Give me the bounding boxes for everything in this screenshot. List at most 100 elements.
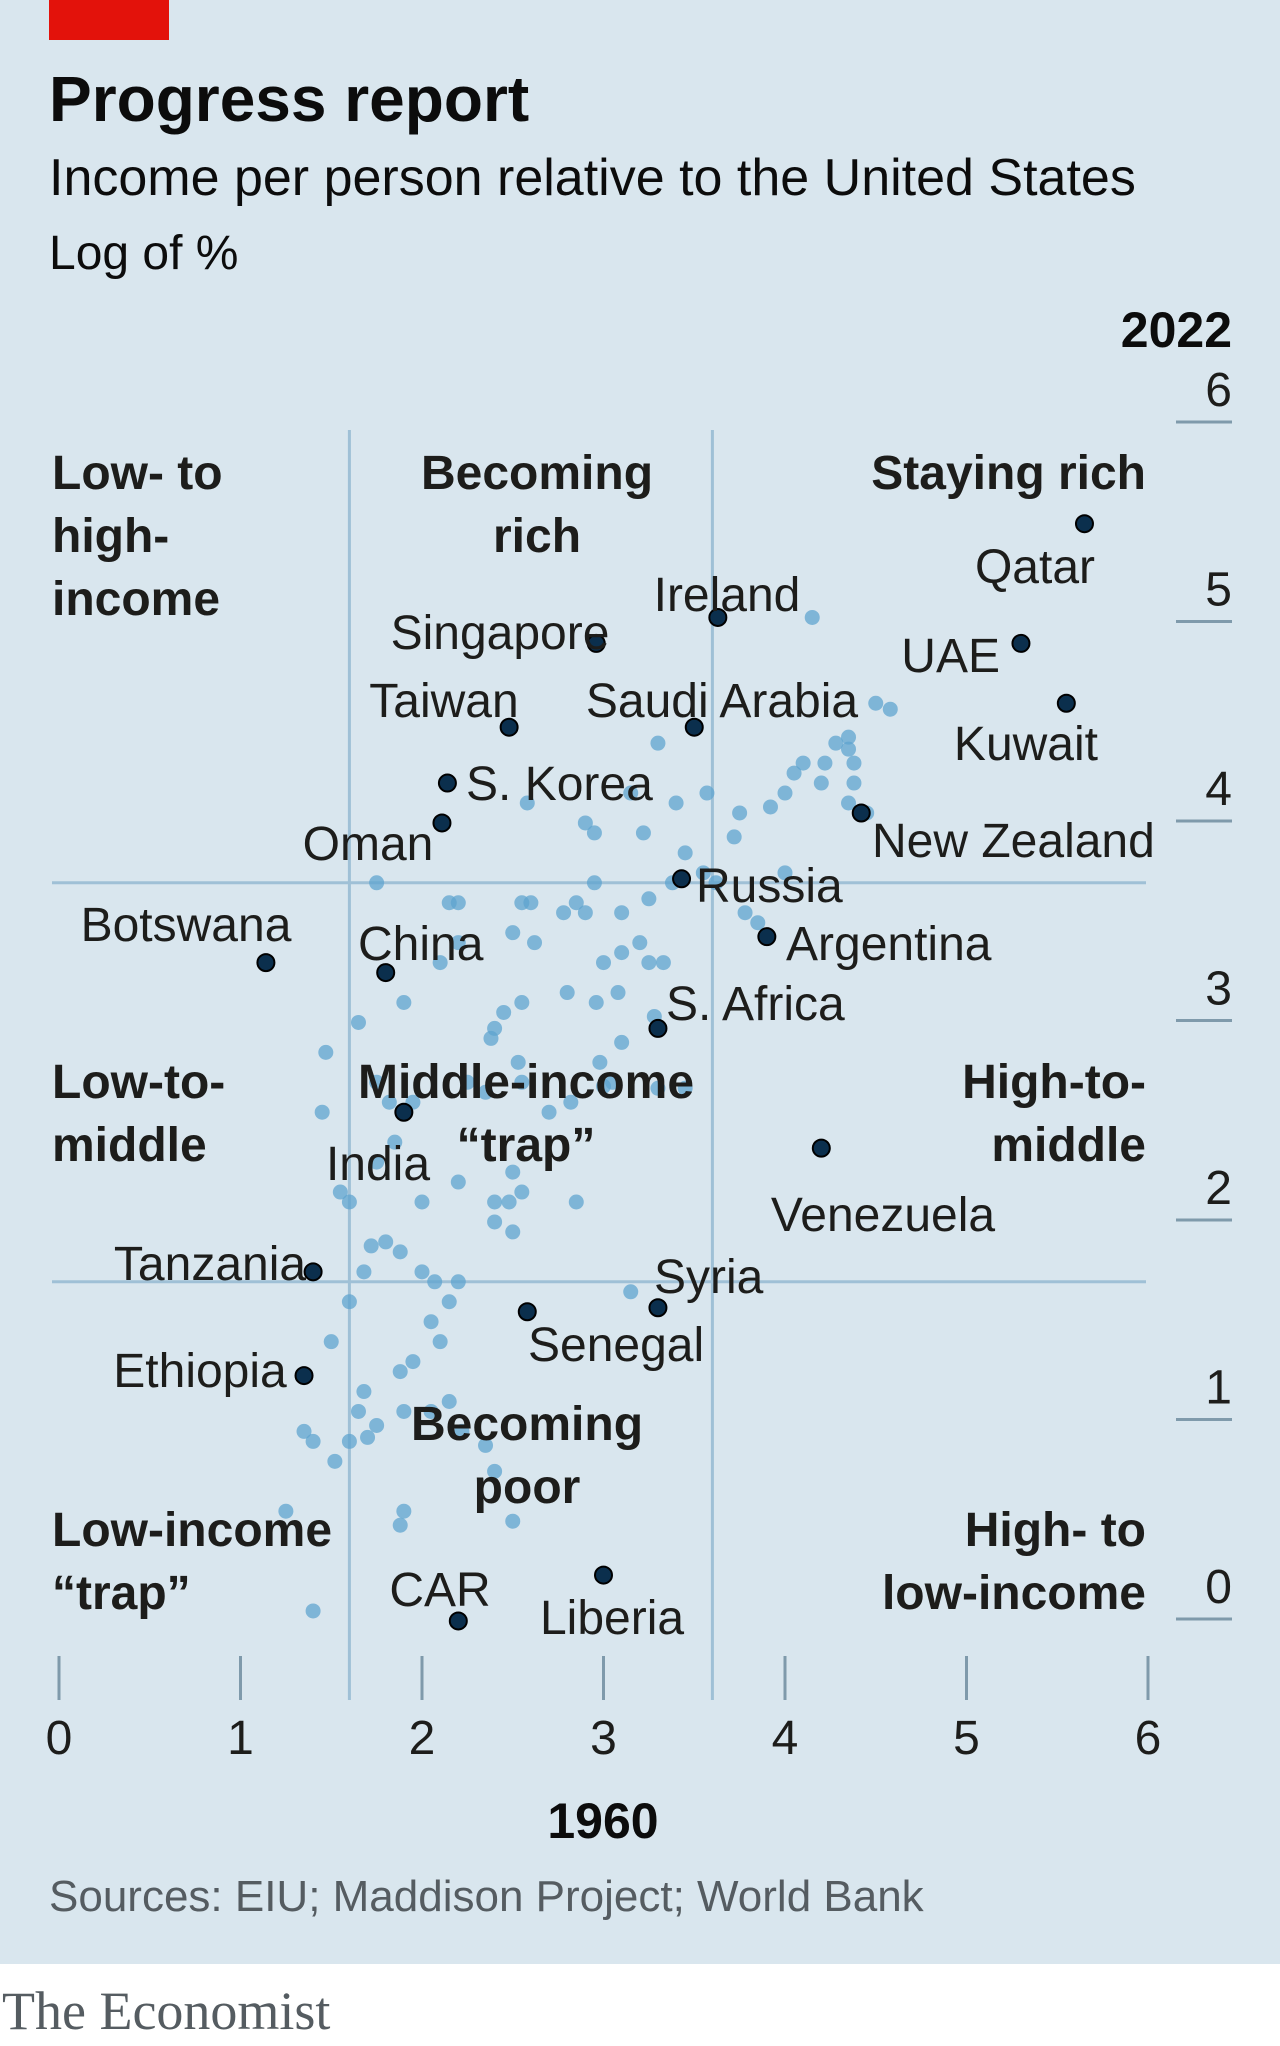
country-point-syria [648, 1298, 668, 1318]
country-point [487, 1463, 503, 1479]
country-point [677, 845, 693, 861]
country-point-liberia [594, 1565, 613, 1585]
quadrant-label: High- to [965, 1504, 1146, 1557]
country-label: New Zealand [872, 815, 1155, 868]
country-point [487, 1214, 503, 1230]
country-point [668, 795, 684, 811]
source-note: Sources: EIU; Maddison Project; World Ba… [49, 1872, 924, 1921]
country-point [450, 1174, 466, 1190]
country-point [762, 799, 778, 815]
country-point [356, 1264, 372, 1280]
country-point [405, 1354, 421, 1370]
country-point [699, 785, 715, 801]
y-tick-label: 1 [1205, 1362, 1232, 1415]
country-label: Botswana [81, 899, 292, 952]
quadrant-label: low-income [882, 1567, 1146, 1620]
quadrant-label: Staying rich [871, 447, 1146, 500]
quadrant-label: “trap” [457, 1119, 596, 1172]
country-point [577, 815, 593, 831]
country-point-saudi-arabia [684, 717, 704, 737]
country-point [414, 1194, 430, 1210]
country-point [726, 829, 742, 845]
country-point [841, 741, 857, 757]
country-label: Saudi Arabia [586, 675, 859, 728]
country-point [605, 1074, 621, 1090]
y-axis-title: 2022 [1121, 302, 1232, 358]
country-point [332, 1184, 348, 1200]
quadrant-label: high- [52, 510, 169, 563]
x-tick-label: 6 [1135, 1712, 1162, 1765]
country-point [804, 609, 820, 625]
country-point [369, 1417, 385, 1433]
country-point [732, 805, 748, 821]
country-point [577, 905, 593, 921]
points-layer [256, 514, 1094, 1631]
country-point [278, 1503, 294, 1519]
country-point [514, 1074, 530, 1090]
country-point [514, 895, 530, 911]
country-label: Qatar [975, 541, 1095, 594]
y-tick-label: 6 [1205, 364, 1232, 417]
country-point [392, 1517, 408, 1533]
country-point [496, 1004, 512, 1020]
country-point [381, 1094, 397, 1110]
country-point [478, 1437, 494, 1453]
quadrant-label: middle [52, 1119, 207, 1172]
quadrant-label: Becoming [411, 1398, 643, 1451]
country-point [441, 1394, 457, 1409]
country-point [350, 1403, 366, 1419]
y-tick-label: 0 [1205, 1561, 1232, 1614]
country-point [586, 875, 602, 891]
country-point [378, 1234, 394, 1250]
y-tick-label: 3 [1205, 963, 1232, 1016]
country-point [369, 1154, 385, 1170]
quadrant-label: Becoming [421, 447, 653, 500]
country-point [614, 945, 630, 961]
country-label: Singapore [391, 607, 610, 660]
country-point [614, 1034, 630, 1050]
country-point [635, 825, 651, 841]
country-point [527, 935, 543, 951]
country-point [459, 1074, 475, 1090]
quadrant-labels: Low- to high-income Becoming rich Staying ri… [52, 447, 1146, 1620]
country-point [563, 1094, 579, 1110]
country-point [519, 795, 535, 811]
country-point [423, 1314, 439, 1330]
country-point [514, 995, 530, 1010]
country-point [305, 1433, 321, 1449]
x-tick-label: 2 [409, 1712, 436, 1765]
country-point [423, 1403, 439, 1419]
x-tick-label: 0 [46, 1712, 73, 1765]
x-tick-label: 5 [953, 1712, 980, 1765]
country-point-taiwan [499, 717, 519, 737]
country-point-india [394, 1102, 414, 1122]
country-point [559, 985, 575, 1001]
country-point [737, 905, 753, 921]
country-label: S. Africa [666, 978, 845, 1031]
country-point-argentina [757, 927, 777, 947]
x-axis: 0 1 2 3 4 5 6 [46, 1656, 1162, 1765]
country-point [396, 1403, 412, 1419]
country-label: China [358, 918, 484, 971]
country-label: India [326, 1138, 430, 1191]
country-point-tanzania [303, 1262, 323, 1282]
threshold-lines [52, 430, 1146, 1700]
country-point [568, 1194, 584, 1210]
country-point [450, 1274, 466, 1290]
country-point [318, 1044, 334, 1060]
country-point [750, 915, 766, 931]
country-point [641, 891, 657, 907]
x-axis-title: 1960 [547, 1793, 658, 1849]
quadrant-label: Low-income [52, 1504, 332, 1557]
quadrant-label: Low-to- [52, 1056, 225, 1109]
country-point [450, 895, 466, 911]
quadrant-label: middle [991, 1119, 1146, 1172]
country-point-uae [1011, 633, 1031, 653]
chart-panel [0, 0, 1280, 1964]
country-point [817, 755, 833, 771]
country-point [363, 1238, 379, 1254]
country-point [432, 955, 448, 971]
country-point [841, 729, 857, 745]
country-point [841, 795, 857, 811]
country-point-ireland [708, 607, 728, 627]
